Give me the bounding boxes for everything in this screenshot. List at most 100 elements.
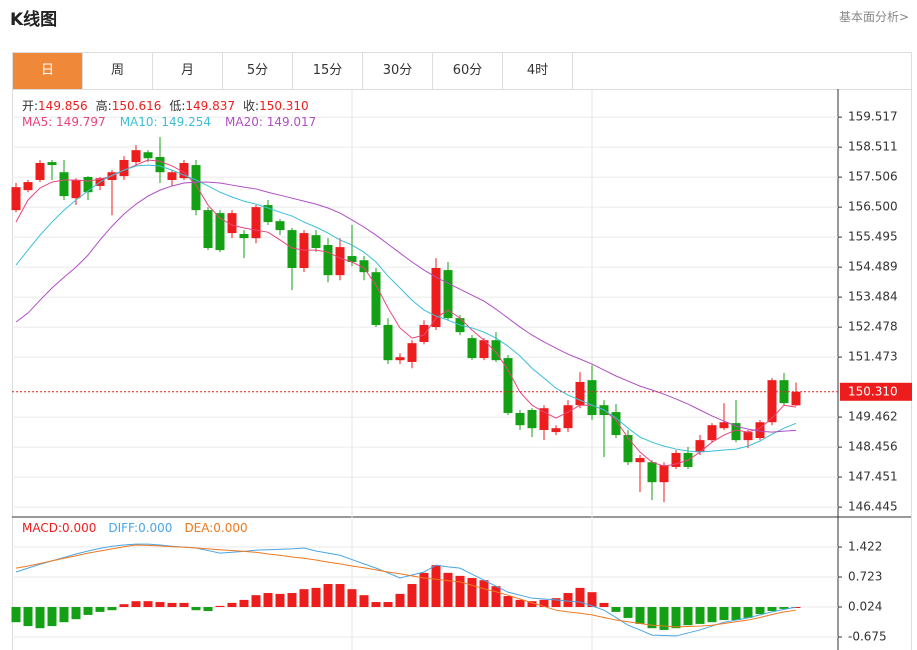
chart-box: 日周月 5分 15分 30分 60分 4时 [12, 52, 912, 650]
candle-body [707, 425, 717, 441]
y-tick-label: 147.451 [848, 470, 898, 484]
macd-bar [395, 593, 405, 608]
macd-bar [131, 601, 141, 608]
macd-bar [503, 596, 513, 608]
macd-bar [239, 599, 249, 608]
macd-bar [683, 607, 693, 626]
candle-body [767, 380, 777, 423]
macd-bar [539, 599, 549, 608]
candle-body [371, 272, 381, 325]
macd-bar [383, 602, 393, 608]
y-tick-label: 157.506 [848, 170, 898, 184]
candle-body [671, 452, 681, 467]
candle-body [131, 150, 141, 163]
tab[interactable]: 月 [153, 53, 223, 89]
candle-body [359, 260, 369, 273]
candle-body [23, 182, 33, 191]
legend-entry: MA10: 149.254 [119, 115, 211, 129]
macd-bar [527, 601, 537, 608]
candle-body [419, 324, 429, 342]
macd-bar [671, 607, 681, 629]
tabs: 日周月 5分 15分 30分 60分 4时 [13, 53, 911, 90]
candle-body [35, 162, 45, 180]
ohlc-info: 开:149.856 高:150.616 低:149.837 收:150.310 [22, 97, 317, 114]
legend-entry: MACD:0.000 [22, 521, 97, 535]
macd-bar [311, 587, 321, 608]
candle-body [167, 172, 177, 180]
candle-body [143, 152, 153, 159]
tab[interactable]: 周 [83, 53, 153, 89]
title: K线图 [10, 10, 58, 30]
candle-body [275, 221, 285, 231]
tab[interactable]: 60分 [433, 53, 503, 89]
candle-body [539, 408, 549, 430]
candle-body [71, 179, 81, 199]
ma-legend: MA5: 149.797 MA10: 149.254 MA20: 149.017 [22, 115, 330, 129]
candle-body [323, 245, 333, 276]
macd-bar [551, 598, 561, 608]
macd-bar [227, 602, 237, 608]
candle-body [47, 162, 57, 166]
candle-body [791, 391, 801, 406]
macd-bar [611, 607, 621, 612]
candle-body [503, 358, 513, 413]
y-tick-label: 156.500 [848, 200, 898, 214]
macd-bar [59, 607, 69, 623]
line-series [15, 159, 797, 467]
y-tick-label: 155.495 [848, 230, 898, 244]
macd-bar [335, 584, 345, 608]
macd-bar [179, 602, 189, 608]
candle-body [431, 267, 441, 328]
legend-entry: DIFF:0.000 [108, 521, 173, 535]
candle-body [263, 205, 273, 223]
y-tick-label: 149.462 [848, 410, 898, 424]
line-series [15, 181, 797, 433]
tab[interactable]: 4时 [503, 53, 573, 89]
macd-bar [119, 604, 129, 608]
macd-bar [719, 607, 729, 621]
candle-body [515, 412, 525, 426]
macd-bar [83, 607, 93, 615]
macd-bar [455, 575, 465, 608]
tab[interactable]: 30分 [363, 53, 433, 89]
line-series [15, 543, 797, 637]
candle-body [179, 162, 189, 179]
macd-bar [143, 601, 153, 608]
macd-bar [743, 607, 753, 618]
candle-body [719, 422, 729, 429]
candle-body [611, 412, 621, 436]
macd-bar [287, 593, 297, 608]
macd-bar [647, 607, 657, 629]
macd-bar [731, 607, 741, 621]
line-series [15, 164, 797, 453]
candle-body [527, 409, 537, 429]
macd-bar [275, 593, 285, 608]
last-price-label: 150.310 [848, 384, 898, 398]
candle-body [563, 405, 573, 429]
y-tick-label: 152.478 [848, 320, 898, 334]
link[interactable]: 基本面分析> [838, 10, 909, 24]
macd-bar [35, 607, 45, 629]
legend-entry: MA20: 149.017 [225, 115, 317, 129]
y-tick-label: 153.484 [848, 290, 898, 304]
info-label: 开: [22, 99, 39, 113]
candle-body [383, 324, 393, 361]
candle-body [203, 210, 213, 249]
macd-bar [431, 565, 441, 608]
macd-bar [371, 602, 381, 608]
candle-body [587, 380, 597, 416]
macd-bar [623, 607, 633, 618]
macd-bar [467, 578, 477, 608]
candle-body [347, 256, 357, 263]
y-tick-label: 1.422 [848, 540, 882, 554]
candle-body [11, 187, 21, 211]
tab[interactable]: 日 [13, 53, 83, 89]
tab[interactable]: 5分 [223, 53, 293, 89]
info-value: 150.310 [259, 99, 309, 113]
macd-bar [443, 572, 453, 608]
macd-bar [515, 599, 525, 608]
tab[interactable]: 15分 [293, 53, 363, 89]
y-tick-label: 154.489 [848, 260, 898, 274]
y-tick-label: 151.473 [848, 350, 898, 364]
